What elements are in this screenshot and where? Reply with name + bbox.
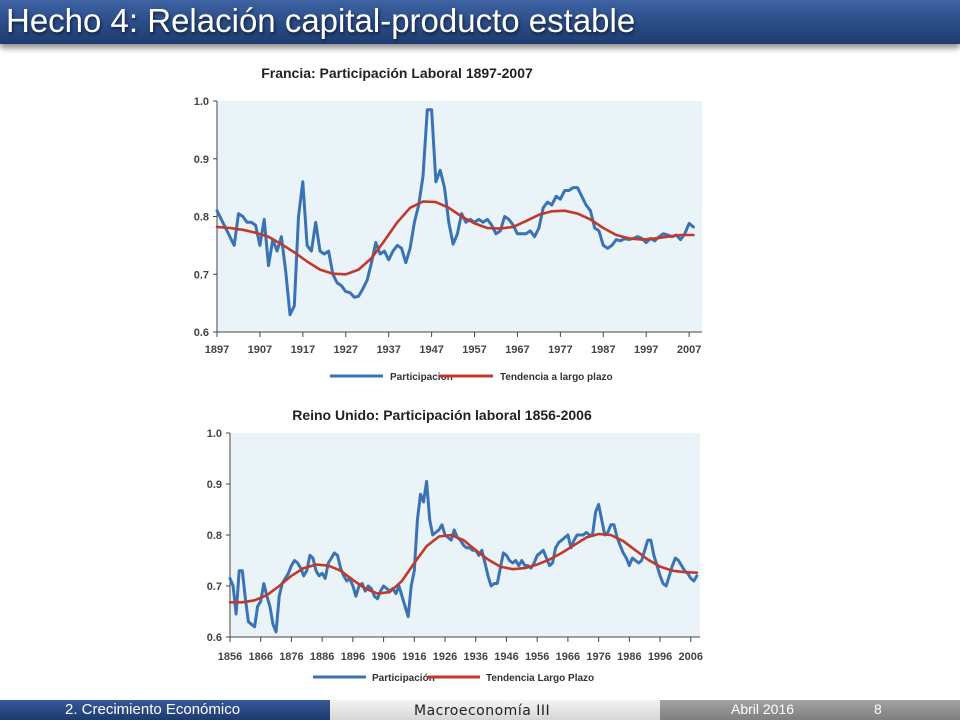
chart2-x-tick-label: 1986 [617, 651, 641, 663]
chart2-x-tick-label: 1876 [279, 651, 303, 663]
chart2-y-tick-label: 0.8 [207, 530, 222, 542]
chart1-legend-label: Tendencia a largo plazo [500, 372, 613, 383]
chart1-y-tick-label: 0.9 [194, 154, 209, 166]
chart2-x-tick-label: 1946 [494, 651, 518, 663]
page-number: 8 [874, 701, 882, 717]
footer-section-label: 2. Crecimiento Económico [65, 701, 241, 718]
footer-date-bar [660, 700, 960, 720]
chart1-series-tendencia [215, 200, 695, 276]
footer [0, 700, 960, 720]
chart1-x-tick-label: 1967 [505, 344, 529, 356]
chart1-title: Francia: Participación Laboral 1897-2007 [261, 65, 533, 81]
chart1-x-tick-label: 2007 [677, 344, 701, 356]
chart2-y-tick-label: 0.6 [207, 632, 222, 644]
chart1-y-tick-label: 0.7 [194, 269, 209, 281]
chart2-y-tick-label: 0.7 [207, 581, 222, 593]
title-bar [0, 0, 960, 44]
slide-title: Hecho 4: Relación capital-producto estab… [6, 2, 636, 39]
chart2-x-tick-label: 1916 [402, 651, 426, 663]
chart1-y-tick-label: 0.6 [194, 327, 209, 339]
chart2-title: Reino Unido: Participación laboral 1856-… [292, 407, 592, 423]
chart1-x-tick-label: 1937 [376, 344, 400, 356]
chart2-x-tick-label: 2006 [679, 651, 703, 663]
chart2-x-tick-label: 1956 [525, 651, 549, 663]
chart2-x-tick-label: 1926 [433, 651, 457, 663]
chart2-x-tick-label: 1886 [310, 651, 334, 663]
chart1-x-tick-label: 1907 [248, 344, 272, 356]
chart2-x-tick-label: 1856 [218, 651, 242, 663]
chart1-x-tick-label: 1987 [591, 344, 615, 356]
chart2-x-tick-label: 1896 [341, 651, 365, 663]
chart2-legend-label: Participación [372, 673, 435, 684]
chart2-x-tick-label: 1976 [586, 651, 610, 663]
chart1-x-tick-label: 1997 [634, 344, 658, 356]
chart1-x-tick-label: 1897 [205, 344, 229, 356]
chart1-x-tick-label: 1947 [419, 344, 443, 356]
chart2-y-tick-label: 0.9 [207, 479, 222, 491]
chart1-x-tick-label: 1927 [334, 344, 358, 356]
charts-canvas: Francia: Participación Laboral 1897-2007… [194, 65, 703, 684]
chart1-legend-label: Participacion [390, 372, 453, 383]
chart1-x-tick-label: 1917 [291, 344, 315, 356]
chart2-x-tick-label: 1936 [464, 651, 488, 663]
chart1-y-tick-label: 0.8 [194, 212, 209, 224]
footer-course-label: Macroeconomía III [414, 703, 551, 719]
chart2-x-tick-label: 1866 [248, 651, 272, 663]
footer-date-label: Abril 2016 [731, 701, 795, 717]
chart2-x-tick-label: 1996 [648, 651, 672, 663]
chart1-x-tick-label: 1957 [462, 344, 486, 356]
chart2-x-tick-label: 1966 [556, 651, 580, 663]
chart2-y-tick-label: 1.0 [207, 428, 222, 440]
chart2-series-tendencia [228, 532, 699, 604]
chart1-y-tick-label: 1.0 [194, 96, 209, 108]
footer-course-bar [330, 700, 660, 720]
chart2-legend-label: Tendencia Largo Plazo [486, 673, 594, 684]
chart2-x-tick-label: 1906 [371, 651, 395, 663]
chart1-x-tick-label: 1977 [548, 344, 572, 356]
chart1-series-participacion [215, 108, 695, 317]
chart2-plot-area [230, 433, 700, 637]
footer-section-bar [0, 700, 330, 720]
